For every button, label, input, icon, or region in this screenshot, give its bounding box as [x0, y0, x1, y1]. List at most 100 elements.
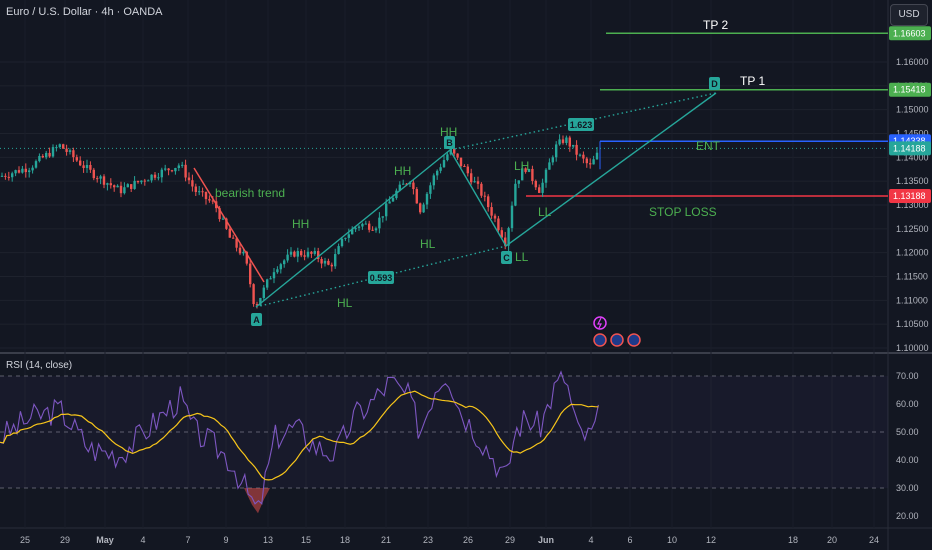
- tp1-label: TP 1: [740, 74, 765, 88]
- candle-body: [534, 180, 537, 188]
- candle-body: [14, 170, 17, 174]
- time-tick-label: 29: [60, 535, 70, 545]
- lightning-event-icon[interactable]: [593, 316, 607, 330]
- candle-body: [119, 185, 123, 194]
- candle-body: [340, 238, 344, 247]
- candle-body: [344, 237, 347, 239]
- candle-body: [507, 228, 510, 246]
- candle-body: [34, 161, 38, 168]
- candle-body: [487, 196, 490, 208]
- price-tick-label: 1.10500: [896, 319, 929, 329]
- candle-body: [276, 269, 279, 273]
- candle-body: [45, 152, 48, 158]
- tp2-label: TP 2: [703, 18, 728, 32]
- eu-flag-event-icon-2[interactable]: [627, 333, 641, 347]
- candle-body: [453, 148, 456, 154]
- candle-body: [510, 205, 514, 229]
- candle-body: [143, 180, 146, 182]
- candle-body: [514, 183, 517, 206]
- time-tick-label: 26: [463, 535, 473, 545]
- bearish-trendline[interactable]: [193, 167, 265, 283]
- rsi-tick-label: 60.00: [896, 399, 919, 409]
- candle-body: [140, 180, 143, 183]
- candle-body: [500, 230, 503, 238]
- candle-body: [242, 251, 245, 254]
- bearish-trend-label: bearish trend: [215, 186, 285, 200]
- candle-body: [123, 187, 126, 194]
- ratio-ac-label: 0.593: [370, 273, 393, 283]
- rsi-tick-label: 70.00: [896, 371, 919, 381]
- us-flag-event-icon[interactable]: [593, 333, 607, 347]
- candle-body: [238, 247, 242, 254]
- candle-body: [317, 251, 320, 260]
- pattern-leg-cd[interactable]: [505, 92, 717, 247]
- point-c-label: C: [503, 253, 510, 263]
- rsi-tick-label: 50.00: [896, 427, 919, 437]
- candle-body: [446, 154, 449, 161]
- candle-body: [497, 218, 500, 231]
- price-tag: [889, 141, 931, 156]
- candle-body: [160, 169, 163, 178]
- time-tick-label: 6: [627, 535, 632, 545]
- time-tick-label: 18: [788, 535, 798, 545]
- currency-button[interactable]: USD: [890, 4, 928, 26]
- price-tick-label: 1.12000: [896, 248, 929, 258]
- candle-body: [79, 160, 82, 166]
- time-tick-label: 24: [869, 535, 879, 545]
- pattern-leg-bc[interactable]: [449, 149, 507, 247]
- rsi-oversold-fill: [244, 488, 270, 514]
- candle-body: [96, 178, 99, 180]
- candle-body: [51, 147, 55, 157]
- candle-body: [177, 165, 180, 168]
- candle-body: [255, 304, 259, 306]
- candle-body: [106, 183, 109, 185]
- candle-body: [374, 228, 378, 231]
- candle-body: [245, 251, 248, 264]
- candle-body: [164, 168, 167, 170]
- candle-body: [470, 173, 473, 183]
- stop-loss-label: STOP LOSS: [649, 205, 717, 219]
- ll-label-2: LL: [538, 205, 552, 219]
- price-tick-label: 1.11500: [896, 272, 928, 282]
- candle-body: [544, 169, 548, 183]
- rsi-tick-label: 20.00: [896, 511, 919, 521]
- price-tick-label: 1.12500: [896, 224, 929, 234]
- point-d-label: D: [711, 79, 718, 89]
- candle-body: [490, 207, 493, 216]
- rsi-ma-line[interactable]: [0, 390, 599, 481]
- candle-body: [130, 184, 133, 189]
- time-tick-label: 29: [505, 535, 515, 545]
- candle-body: [521, 168, 524, 181]
- candle-body: [266, 279, 269, 288]
- candle-body: [595, 152, 599, 160]
- candle-body: [181, 164, 184, 166]
- candle-body: [65, 148, 68, 152]
- candle-body: [75, 157, 78, 161]
- candle-body: [422, 204, 425, 213]
- candle-body: [116, 185, 119, 188]
- price-tick-label: 1.15000: [896, 105, 929, 115]
- pattern-leg-ab[interactable]: [255, 149, 451, 308]
- candle-body: [354, 227, 357, 230]
- price-tick-label: 1.16000: [896, 57, 929, 67]
- rsi-pane[interactable]: [0, 354, 888, 528]
- candle-body: [28, 170, 31, 173]
- candle-body: [283, 260, 286, 265]
- candle-body: [17, 170, 21, 173]
- rsi-line[interactable]: [0, 370, 599, 505]
- candle-body: [259, 297, 262, 306]
- price-pane[interactable]: [0, 0, 888, 352]
- candle-body: [412, 182, 415, 190]
- candle-body: [439, 167, 442, 171]
- candle-body: [323, 260, 327, 264]
- candle-body: [58, 144, 61, 148]
- candle-body: [85, 164, 89, 169]
- candle-body: [395, 190, 398, 199]
- candle-body: [191, 180, 194, 187]
- eu-flag-event-icon[interactable]: [610, 333, 624, 347]
- lightning-bolt-icon: [597, 317, 602, 329]
- hl-label-2: HL: [420, 237, 436, 251]
- candle-body: [208, 199, 211, 201]
- candle-body: [351, 229, 354, 235]
